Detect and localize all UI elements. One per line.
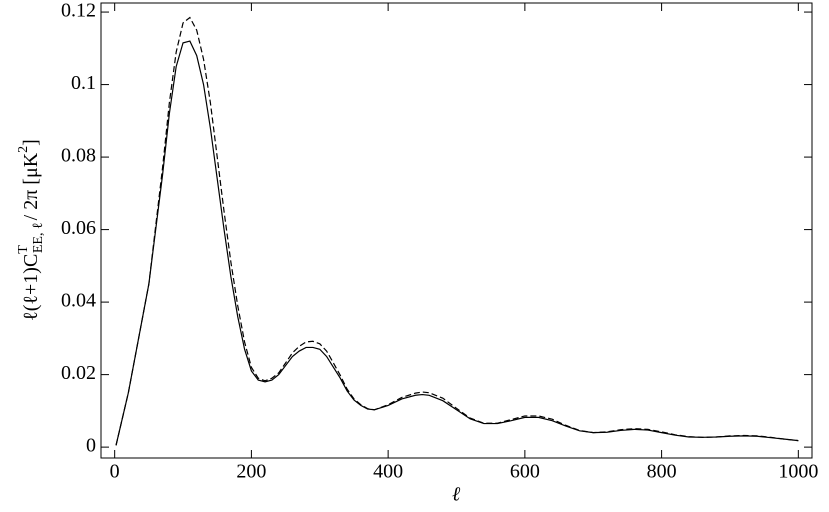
series-line bbox=[115, 40, 799, 446]
plot-frame bbox=[100, 2, 813, 459]
y-label-main: ℓ(ℓ+1)C bbox=[20, 254, 42, 321]
y-tick-label: 0.02 bbox=[61, 362, 96, 384]
y-tick-label: 0 bbox=[86, 435, 96, 457]
y-label-sub: EE, ℓ bbox=[31, 222, 46, 253]
x-tick-label: 600 bbox=[510, 461, 540, 483]
y-tick-label: 0.12 bbox=[61, 0, 96, 22]
y-tick-label: 0.1 bbox=[71, 72, 96, 94]
x-tick-label: 400 bbox=[373, 461, 403, 483]
x-tick-label: 0 bbox=[110, 461, 120, 483]
x-tick-label: 800 bbox=[647, 461, 677, 483]
x-tick-label: 1000 bbox=[778, 461, 818, 483]
y-tick-label: 0.06 bbox=[61, 217, 96, 239]
x-axis-label: ℓ bbox=[452, 484, 461, 506]
y-label-rest: / 2π [μK bbox=[20, 152, 42, 220]
y-label-sup: T bbox=[16, 245, 31, 254]
y-label-end: ] bbox=[20, 139, 42, 146]
y-axis-label: ℓ(ℓ+1)CTEE, ℓ / 2π [μK2] bbox=[16, 139, 46, 321]
y-label-sup2: 2 bbox=[16, 146, 31, 153]
series-line bbox=[115, 16, 799, 446]
y-tick-label: 0.04 bbox=[61, 290, 96, 312]
x-tick-label: 200 bbox=[236, 461, 266, 483]
y-tick-label: 0.08 bbox=[61, 145, 96, 167]
